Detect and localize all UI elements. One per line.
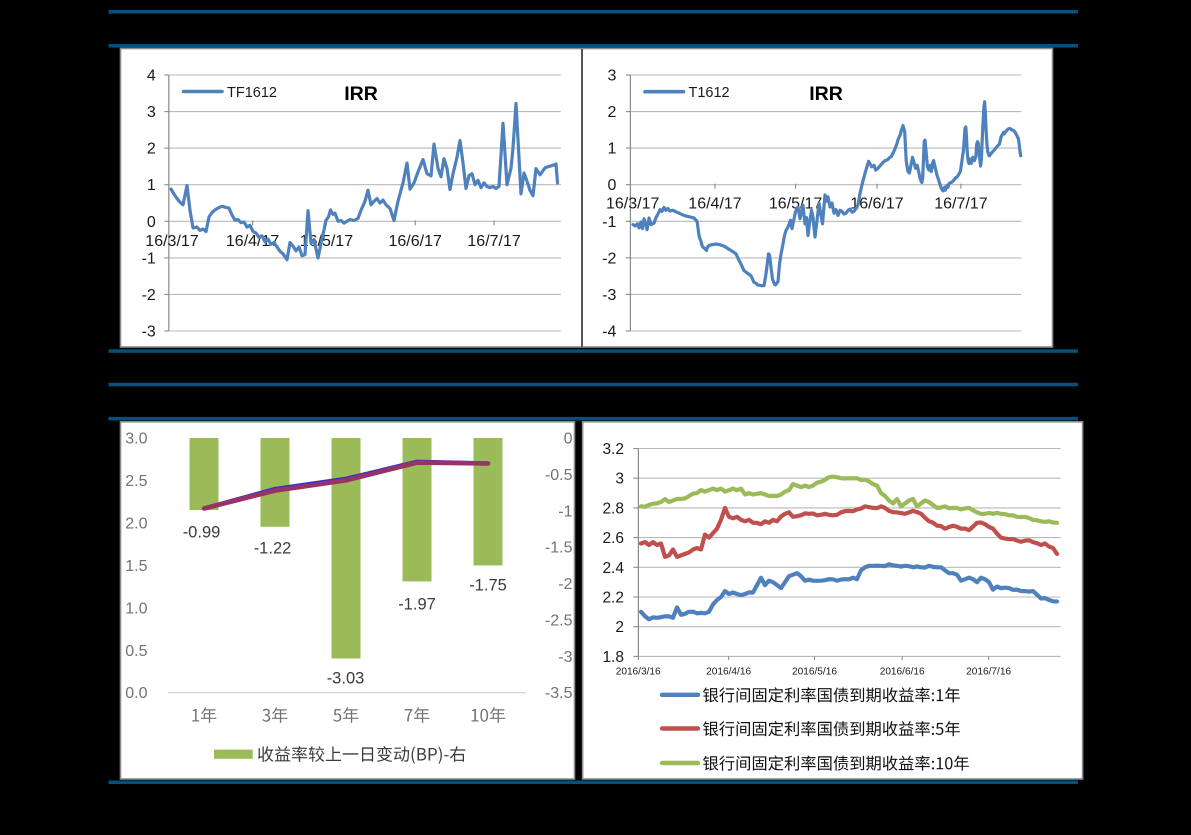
svg-text:16/5/17: 16/5/17 [300, 233, 353, 250]
svg-text:-4: -4 [602, 324, 616, 341]
svg-text:4: 4 [147, 68, 156, 85]
svg-text:-3: -3 [602, 287, 616, 304]
svg-text:16/4/17: 16/4/17 [226, 233, 279, 250]
svg-text:-3: -3 [142, 324, 156, 341]
svg-text:TF1612: TF1612 [227, 85, 277, 101]
svg-text:1.8: 1.8 [602, 649, 624, 666]
svg-text:0.5: 0.5 [125, 643, 147, 660]
svg-text:-0.99: -0.99 [183, 524, 221, 542]
svg-text:16/3/17: 16/3/17 [145, 233, 198, 250]
svg-text:-1.97: -1.97 [398, 596, 436, 614]
svg-text:-1.5: -1.5 [545, 540, 573, 557]
svg-text:2.2: 2.2 [602, 590, 624, 607]
svg-text:-3.5: -3.5 [545, 685, 573, 702]
svg-text:0: 0 [607, 177, 616, 194]
svg-text:-2: -2 [602, 250, 616, 267]
svg-text:0: 0 [147, 214, 156, 231]
svg-text:-2: -2 [142, 287, 156, 304]
svg-text:-2.5: -2.5 [545, 612, 573, 629]
svg-text:16/7/17: 16/7/17 [467, 233, 520, 250]
svg-text:2016/6/16: 2016/6/16 [880, 666, 925, 678]
svg-text:-1.75: -1.75 [469, 577, 507, 595]
svg-text:-1.22: -1.22 [254, 540, 292, 558]
svg-text:2.5: 2.5 [125, 473, 147, 490]
svg-text:IRR: IRR [809, 83, 843, 105]
svg-text:-1: -1 [558, 503, 572, 520]
svg-text:16/4/17: 16/4/17 [688, 195, 741, 212]
svg-text:IRR: IRR [344, 83, 378, 105]
svg-text:2.0: 2.0 [125, 515, 147, 532]
svg-text:-1: -1 [602, 214, 616, 231]
svg-text:16/3/17: 16/3/17 [606, 195, 659, 212]
svg-text:2016/3/16: 2016/3/16 [616, 666, 661, 678]
svg-text:1: 1 [607, 141, 616, 158]
svg-text:2: 2 [615, 619, 624, 636]
svg-text:1: 1 [147, 177, 156, 194]
svg-text:2.6: 2.6 [602, 530, 624, 547]
svg-text:16/7/17: 16/7/17 [934, 195, 987, 212]
svg-text:16/5/17: 16/5/17 [769, 195, 822, 212]
svg-text:3: 3 [607, 68, 616, 85]
svg-text:0: 0 [564, 431, 573, 448]
svg-text:-3: -3 [558, 649, 572, 666]
svg-text:T1612: T1612 [689, 85, 730, 101]
svg-text:2.8: 2.8 [602, 500, 624, 517]
svg-text:2.4: 2.4 [602, 560, 624, 577]
svg-text:-3.03: -3.03 [327, 670, 365, 688]
svg-text:3: 3 [147, 104, 156, 121]
svg-text:1.5: 1.5 [125, 558, 147, 575]
svg-text:2016/7/16: 2016/7/16 [966, 666, 1011, 678]
svg-text:-0.5: -0.5 [545, 467, 573, 484]
svg-text:2016/4/16: 2016/4/16 [706, 666, 751, 678]
svg-text:0.0: 0.0 [125, 685, 147, 702]
svg-text:3: 3 [615, 471, 624, 488]
svg-text:16/6/17: 16/6/17 [389, 233, 442, 250]
svg-text:2: 2 [607, 104, 616, 121]
svg-text:16/6/17: 16/6/17 [850, 195, 903, 212]
svg-text:-2: -2 [558, 576, 572, 593]
svg-text:3.0: 3.0 [125, 431, 147, 448]
svg-text:1.0: 1.0 [125, 600, 147, 617]
svg-text:2: 2 [147, 141, 156, 158]
svg-text:-1: -1 [142, 250, 156, 267]
svg-text:3.2: 3.2 [602, 441, 624, 458]
svg-text:2016/5/16: 2016/5/16 [792, 666, 837, 678]
